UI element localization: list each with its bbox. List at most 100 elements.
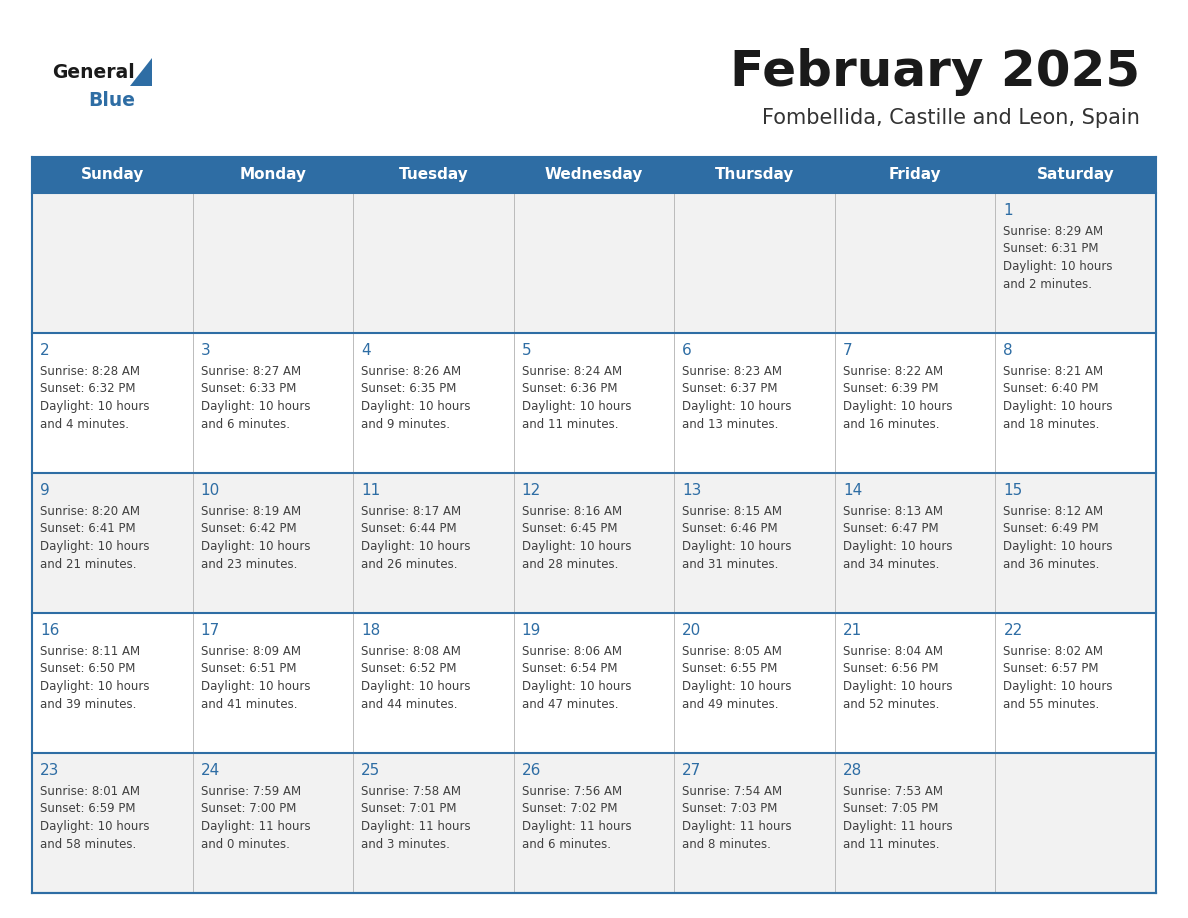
Bar bbox=[192, 157, 353, 193]
Text: and 2 minutes.: and 2 minutes. bbox=[1004, 277, 1093, 290]
Text: and 34 minutes.: and 34 minutes. bbox=[842, 557, 940, 570]
Text: 21: 21 bbox=[842, 623, 862, 638]
Text: 27: 27 bbox=[682, 763, 702, 778]
Text: Sunset: 6:56 PM: Sunset: 6:56 PM bbox=[842, 663, 939, 676]
Text: Daylight: 10 hours: Daylight: 10 hours bbox=[40, 400, 150, 413]
Bar bbox=[996, 157, 1156, 193]
Text: Sunrise: 8:15 AM: Sunrise: 8:15 AM bbox=[682, 505, 782, 518]
Text: Sunset: 6:47 PM: Sunset: 6:47 PM bbox=[842, 522, 939, 535]
Text: Sunrise: 8:16 AM: Sunrise: 8:16 AM bbox=[522, 505, 621, 518]
Text: Sunset: 6:45 PM: Sunset: 6:45 PM bbox=[522, 522, 618, 535]
Text: Daylight: 11 hours: Daylight: 11 hours bbox=[842, 820, 953, 833]
Text: Sunrise: 8:19 AM: Sunrise: 8:19 AM bbox=[201, 505, 301, 518]
Text: 25: 25 bbox=[361, 763, 380, 778]
Text: Daylight: 10 hours: Daylight: 10 hours bbox=[842, 400, 953, 413]
Text: Daylight: 10 hours: Daylight: 10 hours bbox=[682, 400, 791, 413]
Text: Sunrise: 8:23 AM: Sunrise: 8:23 AM bbox=[682, 365, 782, 378]
Text: Friday: Friday bbox=[889, 167, 941, 183]
Text: Daylight: 11 hours: Daylight: 11 hours bbox=[361, 820, 470, 833]
Text: and 47 minutes.: and 47 minutes. bbox=[522, 698, 618, 711]
Text: Sunset: 6:39 PM: Sunset: 6:39 PM bbox=[842, 383, 939, 396]
Text: Sunrise: 8:01 AM: Sunrise: 8:01 AM bbox=[40, 785, 140, 798]
Text: Sunrise: 8:22 AM: Sunrise: 8:22 AM bbox=[842, 365, 943, 378]
Text: and 8 minutes.: and 8 minutes. bbox=[682, 837, 771, 850]
Text: Saturday: Saturday bbox=[1037, 167, 1114, 183]
Text: 15: 15 bbox=[1004, 483, 1023, 498]
Text: Sunrise: 8:24 AM: Sunrise: 8:24 AM bbox=[522, 365, 621, 378]
Text: Sunset: 6:44 PM: Sunset: 6:44 PM bbox=[361, 522, 456, 535]
Text: Daylight: 11 hours: Daylight: 11 hours bbox=[201, 820, 310, 833]
Text: Sunset: 6:55 PM: Sunset: 6:55 PM bbox=[682, 663, 778, 676]
Text: and 4 minutes.: and 4 minutes. bbox=[40, 418, 129, 431]
Text: and 11 minutes.: and 11 minutes. bbox=[842, 837, 940, 850]
Text: Daylight: 10 hours: Daylight: 10 hours bbox=[201, 680, 310, 693]
Bar bbox=[32, 193, 1156, 333]
Text: and 0 minutes.: and 0 minutes. bbox=[201, 837, 290, 850]
Text: 1: 1 bbox=[1004, 203, 1013, 218]
Text: and 28 minutes.: and 28 minutes. bbox=[522, 557, 618, 570]
Text: Sunrise: 8:09 AM: Sunrise: 8:09 AM bbox=[201, 645, 301, 658]
Text: Sunset: 7:05 PM: Sunset: 7:05 PM bbox=[842, 802, 939, 815]
Text: and 31 minutes.: and 31 minutes. bbox=[682, 557, 778, 570]
Text: and 21 minutes.: and 21 minutes. bbox=[40, 557, 137, 570]
Text: Sunrise: 8:12 AM: Sunrise: 8:12 AM bbox=[1004, 505, 1104, 518]
Text: 2: 2 bbox=[40, 343, 50, 358]
Text: Sunset: 6:49 PM: Sunset: 6:49 PM bbox=[1004, 522, 1099, 535]
Text: Sunrise: 8:11 AM: Sunrise: 8:11 AM bbox=[40, 645, 140, 658]
Text: and 39 minutes.: and 39 minutes. bbox=[40, 698, 137, 711]
Text: Sunset: 6:42 PM: Sunset: 6:42 PM bbox=[201, 522, 296, 535]
Text: 14: 14 bbox=[842, 483, 862, 498]
Text: Sunrise: 8:04 AM: Sunrise: 8:04 AM bbox=[842, 645, 943, 658]
Text: Daylight: 11 hours: Daylight: 11 hours bbox=[682, 820, 792, 833]
Text: Daylight: 10 hours: Daylight: 10 hours bbox=[40, 820, 150, 833]
Text: and 16 minutes.: and 16 minutes. bbox=[842, 418, 940, 431]
Text: Sunset: 6:52 PM: Sunset: 6:52 PM bbox=[361, 663, 456, 676]
Text: and 55 minutes.: and 55 minutes. bbox=[1004, 698, 1100, 711]
Text: 4: 4 bbox=[361, 343, 371, 358]
Text: Sunset: 6:51 PM: Sunset: 6:51 PM bbox=[201, 663, 296, 676]
Text: Sunrise: 7:54 AM: Sunrise: 7:54 AM bbox=[682, 785, 783, 798]
Text: Sunset: 6:50 PM: Sunset: 6:50 PM bbox=[40, 663, 135, 676]
Text: Sunrise: 8:29 AM: Sunrise: 8:29 AM bbox=[1004, 225, 1104, 238]
Text: 19: 19 bbox=[522, 623, 541, 638]
Text: Sunrise: 7:59 AM: Sunrise: 7:59 AM bbox=[201, 785, 301, 798]
Text: and 6 minutes.: and 6 minutes. bbox=[522, 837, 611, 850]
Text: Sunset: 6:31 PM: Sunset: 6:31 PM bbox=[1004, 242, 1099, 255]
Text: Sunrise: 8:17 AM: Sunrise: 8:17 AM bbox=[361, 505, 461, 518]
Text: Sunrise: 8:13 AM: Sunrise: 8:13 AM bbox=[842, 505, 943, 518]
Text: 22: 22 bbox=[1004, 623, 1023, 638]
Text: and 49 minutes.: and 49 minutes. bbox=[682, 698, 779, 711]
Text: 7: 7 bbox=[842, 343, 853, 358]
Text: Sunset: 6:57 PM: Sunset: 6:57 PM bbox=[1004, 663, 1099, 676]
Text: Sunset: 6:36 PM: Sunset: 6:36 PM bbox=[522, 383, 618, 396]
Text: Sunday: Sunday bbox=[81, 167, 144, 183]
Text: Tuesday: Tuesday bbox=[398, 167, 468, 183]
Bar bbox=[675, 157, 835, 193]
Text: 3: 3 bbox=[201, 343, 210, 358]
Text: Sunrise: 8:28 AM: Sunrise: 8:28 AM bbox=[40, 365, 140, 378]
Text: Daylight: 11 hours: Daylight: 11 hours bbox=[522, 820, 631, 833]
Text: Blue: Blue bbox=[88, 91, 135, 109]
Text: 5: 5 bbox=[522, 343, 531, 358]
Text: Sunrise: 8:26 AM: Sunrise: 8:26 AM bbox=[361, 365, 461, 378]
Text: Daylight: 10 hours: Daylight: 10 hours bbox=[1004, 540, 1113, 553]
Text: and 18 minutes.: and 18 minutes. bbox=[1004, 418, 1100, 431]
Text: and 36 minutes.: and 36 minutes. bbox=[1004, 557, 1100, 570]
Text: Sunset: 7:03 PM: Sunset: 7:03 PM bbox=[682, 802, 778, 815]
Text: 23: 23 bbox=[40, 763, 59, 778]
Text: and 6 minutes.: and 6 minutes. bbox=[201, 418, 290, 431]
Text: Sunset: 6:54 PM: Sunset: 6:54 PM bbox=[522, 663, 618, 676]
Text: 8: 8 bbox=[1004, 343, 1013, 358]
Text: Daylight: 10 hours: Daylight: 10 hours bbox=[201, 400, 310, 413]
Text: and 11 minutes.: and 11 minutes. bbox=[522, 418, 618, 431]
Bar bbox=[32, 753, 1156, 893]
Text: Daylight: 10 hours: Daylight: 10 hours bbox=[842, 680, 953, 693]
Text: Sunset: 6:59 PM: Sunset: 6:59 PM bbox=[40, 802, 135, 815]
Bar bbox=[835, 157, 996, 193]
Text: and 9 minutes.: and 9 minutes. bbox=[361, 418, 450, 431]
Text: and 23 minutes.: and 23 minutes. bbox=[201, 557, 297, 570]
Text: Sunset: 7:02 PM: Sunset: 7:02 PM bbox=[522, 802, 618, 815]
Text: Monday: Monday bbox=[239, 167, 307, 183]
Text: Daylight: 10 hours: Daylight: 10 hours bbox=[522, 540, 631, 553]
Text: Sunrise: 7:56 AM: Sunrise: 7:56 AM bbox=[522, 785, 621, 798]
